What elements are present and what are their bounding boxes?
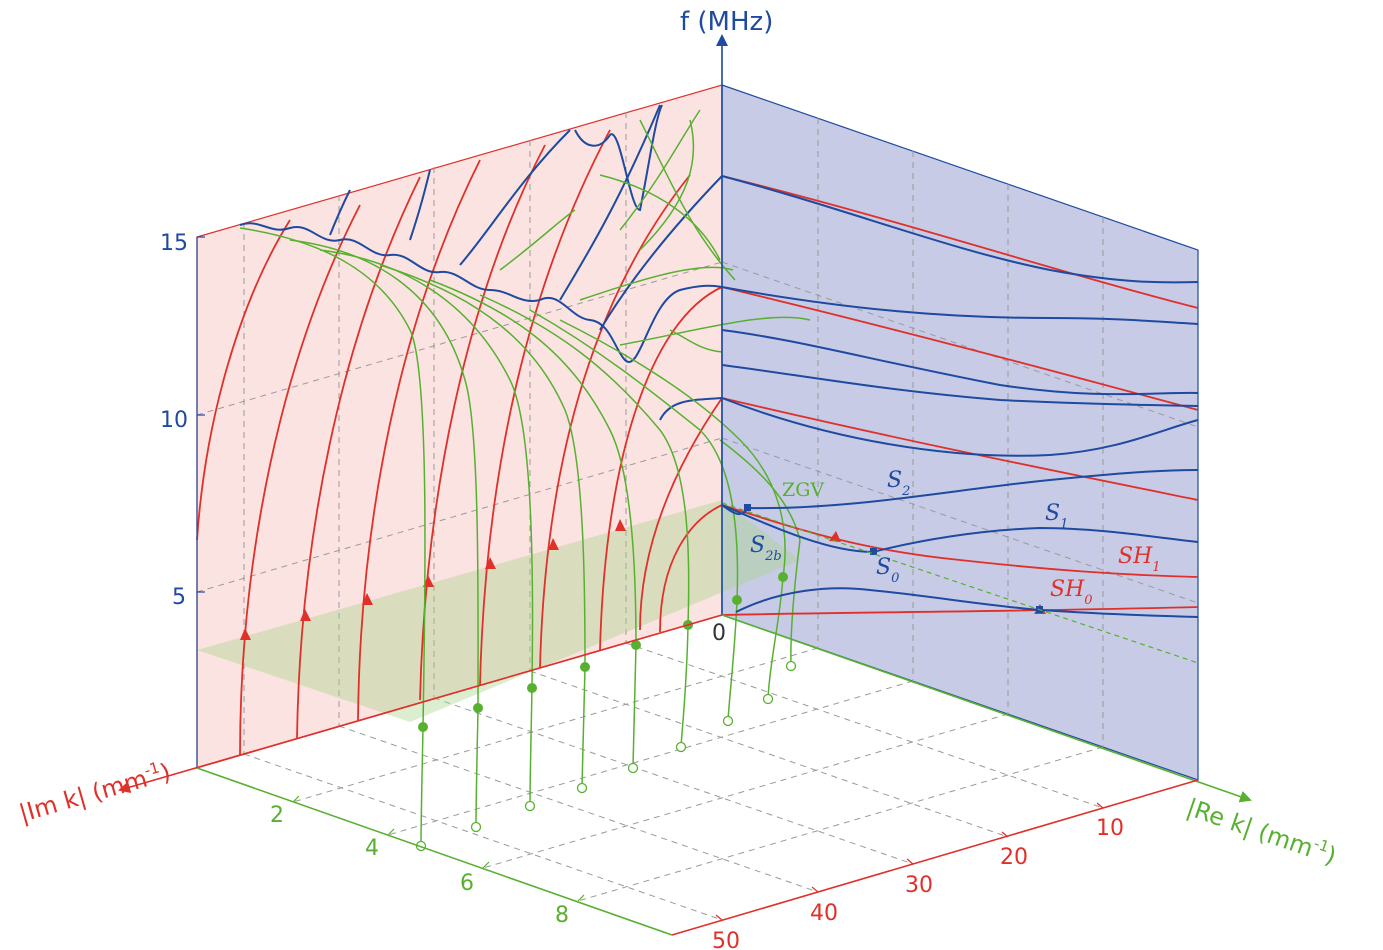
re-plane-grid: [721, 118, 1199, 747]
f-axis-label: f (MHz): [680, 7, 773, 37]
re-tick-20: 20: [1000, 845, 1028, 870]
blue-re-curves: [721, 175, 1199, 618]
zgv-dashed-line: [721, 502, 1199, 664]
im-ticks-marks: [292, 795, 585, 902]
im-tick-8: 8: [555, 903, 569, 928]
re-tick-10: 10: [1096, 816, 1124, 841]
im-tick-4: 4: [365, 836, 379, 861]
floor-grid: [243, 642, 1104, 921]
s1-label: S1: [1045, 501, 1068, 532]
im-tick-2: 2: [270, 803, 284, 828]
blue-im-curves: [239, 104, 723, 421]
im-tick-6: 6: [460, 871, 474, 896]
re-ticks-marks: [715, 802, 1104, 921]
origin-label: 0: [712, 621, 726, 646]
f-tick-15: 15: [160, 231, 188, 256]
re-tick-30: 30: [905, 873, 933, 898]
re-tick-50: 50: [712, 929, 740, 950]
s2-label: S2: [887, 468, 910, 499]
im-axis-label: |Im k| (mm-1): [15, 756, 174, 828]
re-axis-label: |Re k| (mm-1): [1183, 791, 1340, 870]
green-branches: [239, 109, 811, 846]
svg-text:|Re k| (mm-1): |Re k| (mm-1): [1183, 791, 1340, 870]
svg-text:|Im k| (mm-1): |Im k| (mm-1): [15, 756, 173, 828]
floor-green-edge: [196, 767, 673, 936]
red-direction-arrows: [240, 519, 626, 640]
f-tick-10: 10: [160, 408, 188, 433]
sh1-label: SH1: [1118, 544, 1161, 575]
re-k-plane: [721, 84, 1199, 781]
re-axis: [721, 614, 1252, 803]
floor-red-edge: [671, 779, 1199, 936]
im-plane-grid: [196, 112, 723, 754]
re-tick-40: 40: [810, 901, 838, 926]
im-axis: [118, 614, 723, 793]
zgv-label: ZGV: [782, 479, 824, 501]
f-tick-5: 5: [172, 585, 186, 610]
green-points-filled: [418, 572, 788, 732]
sh0-label: SH0: [1050, 577, 1093, 608]
s2b-label: S2b: [750, 533, 782, 564]
f-ticks: [197, 236, 205, 593]
s0-label: S0: [876, 555, 899, 586]
